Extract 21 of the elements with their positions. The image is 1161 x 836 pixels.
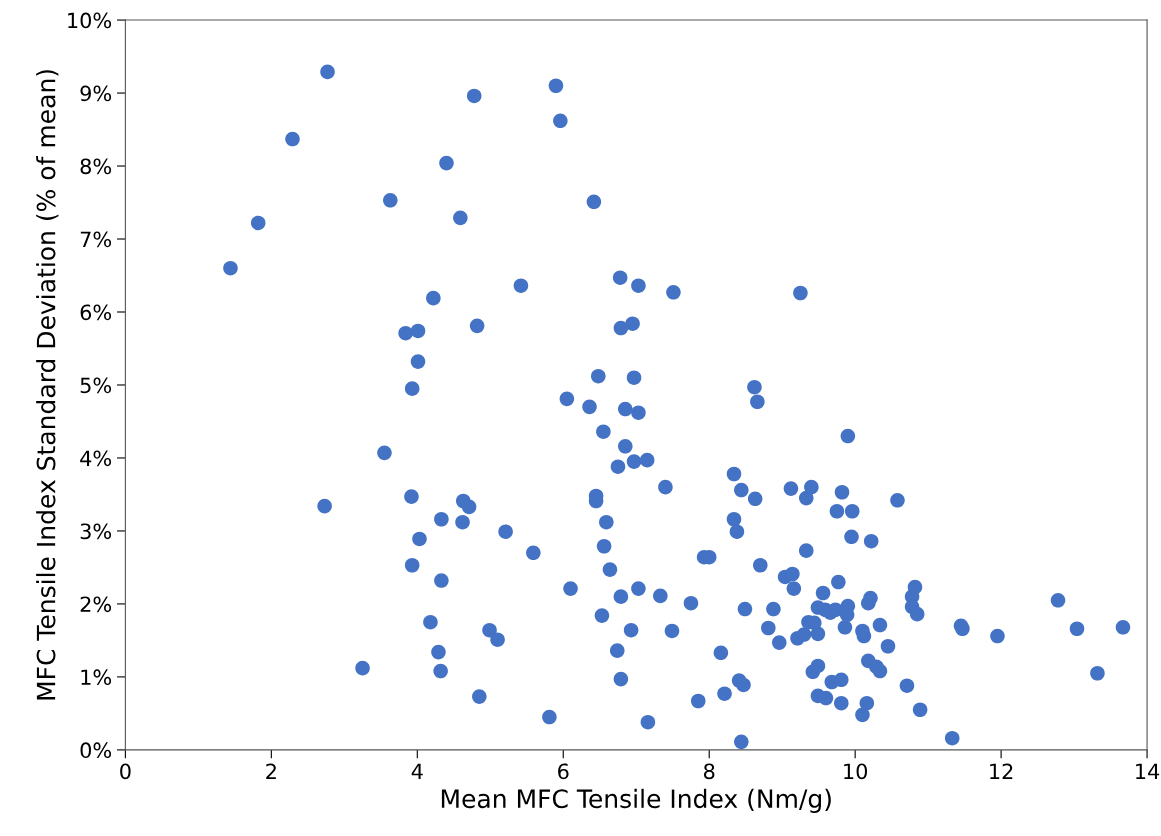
y-tick-label: 10%: [68, 12, 112, 29]
y-tick-label: 1%: [81, 669, 112, 686]
x-tick-label: 8: [703, 763, 715, 780]
y-tick-label: 8%: [80, 158, 112, 175]
y-tick-label: 0%: [80, 742, 112, 759]
y-tick-label: 3%: [80, 523, 112, 540]
x-tick-label: 2: [266, 763, 276, 779]
y-tick-label: 7%: [80, 231, 112, 248]
x-axis-title: Mean MFC Tensile Index (Nm/g): [441, 788, 831, 813]
x-tick-label: 10: [844, 763, 868, 780]
y-tick-label: 9%: [80, 85, 112, 102]
y-tick-label: 2%: [80, 596, 112, 613]
x-tick-label: 0: [120, 763, 131, 780]
x-tick-label: 6: [558, 763, 569, 780]
y-axis-title: MFC Tensile Index Standard Deviation (% of mean): [36, 70, 59, 700]
y-tick-label: 4%: [80, 450, 112, 467]
x-tick-label: 12: [990, 763, 1013, 779]
y-tick-label: 5%: [80, 377, 112, 394]
x-tick-label: 4: [411, 763, 423, 779]
y-tick-label: 6%: [80, 304, 112, 321]
x-tick-label: 14: [1136, 763, 1160, 779]
